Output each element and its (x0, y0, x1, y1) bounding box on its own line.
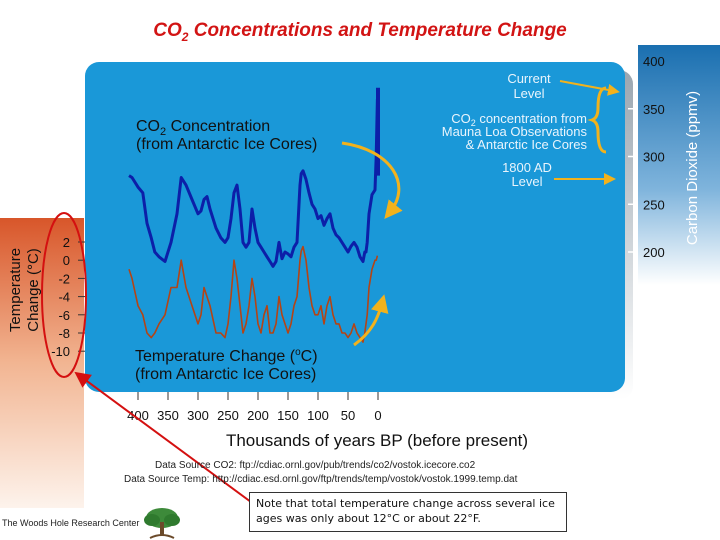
organization-name: The Woods Hole Research Center (2, 518, 140, 528)
series-group (128, 87, 380, 343)
mauna-loa-label-line1: CO2 concentration from (451, 111, 587, 128)
temp-axis-ticks: 2 0 -2 -4 -6 -8 -10 (51, 235, 85, 359)
note-box: Note that total temperature change acros… (249, 492, 567, 532)
temp-tick-label: -2 (58, 271, 70, 286)
co2-axis-ticks: 400 350 300 250 200 (628, 54, 665, 260)
temp-data-source: Data Source Temp: http://cdiac.esd.ornl.… (124, 474, 518, 485)
x-tick-label: 300 (187, 408, 209, 423)
temp-tick-label: -8 (58, 326, 70, 341)
temp-label-sup: o (295, 347, 301, 358)
x-tick-label: 50 (341, 408, 355, 423)
co2-label-co: CO (136, 118, 160, 135)
mauna-rest: concentration from (476, 111, 587, 126)
co2-tick-label: 400 (643, 54, 665, 69)
x-axis-ticks: 400 350 300 250 200 150 100 50 0 (127, 392, 382, 423)
temp-label-arrow (353, 294, 389, 347)
x-tick-label: 0 (374, 408, 381, 423)
current-level-line2: Level (513, 86, 544, 101)
mauna-sub: 2 (471, 118, 476, 128)
x-tick-label: 250 (217, 408, 239, 423)
x-tick-label: 400 (127, 408, 149, 423)
plot-panel (85, 62, 625, 392)
co2-axis-label: Carbon Dioxide (ppmv) (684, 91, 701, 245)
temperature-change-source: (from Antarctic Ice Cores) (135, 366, 316, 383)
ad-1800-label-line2: Level (511, 174, 542, 189)
co2-data-source: Data Source CO2: ftp://cdiac.ornl.gov/pu… (155, 460, 476, 471)
tree-logo-icon (144, 508, 180, 539)
co2-tick-label: 350 (643, 102, 665, 117)
temp-tick-label: 2 (63, 235, 70, 250)
co2-concentration-label: CO2 Concentration (136, 118, 270, 138)
temp-axis-label-line1: Temperature (7, 248, 24, 332)
title-rest: Concentrations and Temperature Change (188, 20, 567, 41)
co2-label-rest: Concentration (166, 118, 270, 135)
current-level-arrow (559, 80, 620, 96)
co2-tick-label: 250 (643, 197, 665, 212)
x-tick-label: 150 (277, 408, 299, 423)
co2-label-sub: 2 (160, 126, 166, 138)
temperature-change-label: Temperature Change (oC) (135, 347, 318, 365)
co2-tick-label: 200 (643, 245, 665, 260)
temp-tick-label: 0 (63, 253, 70, 268)
temp-label-main: Temperature Change ( (135, 348, 296, 365)
temp-tick-label: -6 (58, 308, 70, 323)
chart-title: CO2 Concentrations and Temperature Chang… (0, 20, 720, 44)
mauna-loa-label-line2: Mauna Loa Observations (442, 124, 588, 139)
title-main: CO (153, 20, 182, 41)
temp-axis-panel (0, 218, 84, 508)
x-tick-label: 350 (157, 408, 179, 423)
co2-tick-label: 300 (643, 150, 665, 165)
temperature-series-line (128, 245, 379, 343)
co2-label-arrow (341, 141, 403, 219)
title-sub: 2 (181, 29, 189, 44)
temp-tick-label: -10 (51, 344, 70, 359)
note-pointer-arrow (74, 371, 256, 506)
mauna-co: CO (451, 111, 471, 126)
x-axis-label: Thousands of years BP (before present) (226, 431, 528, 450)
temp-tick-label: -4 (58, 290, 70, 305)
mauna-loa-bracket (587, 86, 607, 154)
x-tick-label: 200 (247, 408, 269, 423)
temp-label-rest: C) (301, 348, 318, 365)
temp-range-highlight-ellipse (41, 212, 87, 378)
co2-axis-panel (638, 45, 720, 285)
mauna-loa-label-line3: & Antarctic Ice Cores (466, 137, 588, 152)
ad-1800-label-line1: 1800 AD (502, 160, 552, 175)
current-level-line1: Current (507, 71, 551, 86)
temp-axis-label-line2: Change (°C) (25, 248, 42, 332)
x-tick-label: 100 (307, 408, 329, 423)
co2-series-line (128, 99, 379, 268)
co2-concentration-source: (from Antarctic Ice Cores) (136, 136, 317, 153)
